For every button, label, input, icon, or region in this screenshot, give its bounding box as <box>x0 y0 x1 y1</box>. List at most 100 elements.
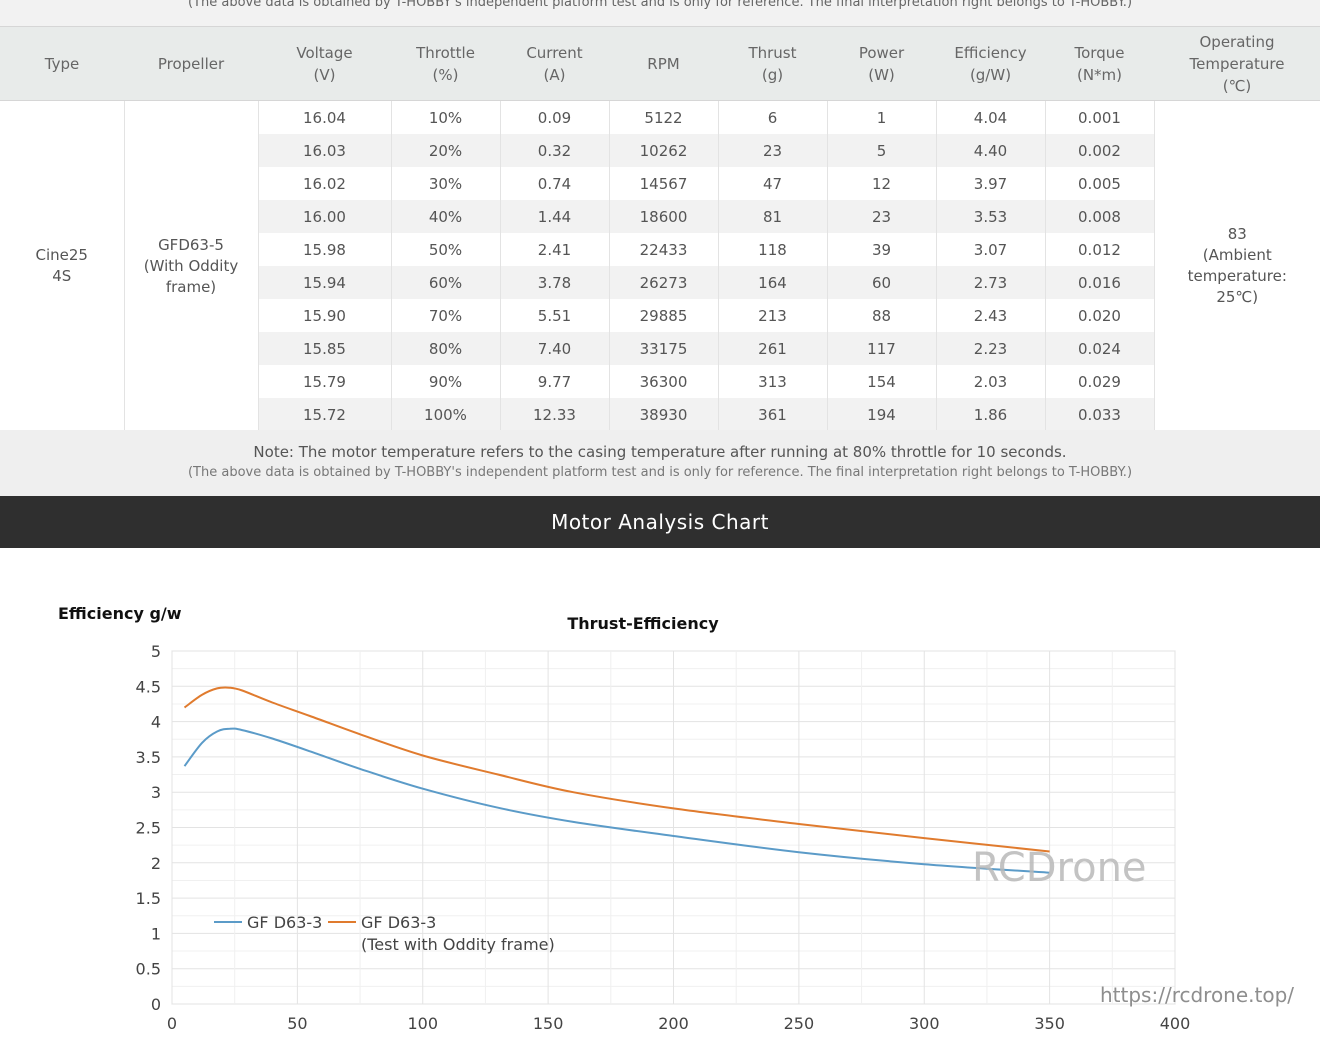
cell-rpm: 14567 <box>609 167 719 200</box>
cell-rpm: 33175 <box>609 332 719 365</box>
cell-voltage: 15.90 <box>258 299 392 332</box>
y-tick-label: 0.5 <box>136 960 161 979</box>
header-type: Type <box>0 26 124 101</box>
cell-current: 0.09 <box>500 100 610 134</box>
y-tick-label: 2 <box>151 854 161 873</box>
table-row: 15.72 100% 12.33 38930 361 194 1.86 0.033 <box>0 398 1320 432</box>
cell-efficiency: 1.86 <box>936 398 1046 432</box>
cell-power: 60 <box>827 266 937 299</box>
cell-current: 9.77 <box>500 365 610 398</box>
y-tick-label: 4 <box>151 713 161 732</box>
x-tick-label: 150 <box>533 1014 564 1033</box>
table-row: Cine25 4S GFD63-5 (With Oddity frame) 16.04 10… <box>0 100 1320 432</box>
header-current: Current (A) <box>500 26 609 101</box>
header-efficiency: Efficiency (g/W) <box>936 26 1045 101</box>
y-tick-label: 2.5 <box>136 819 161 838</box>
cell-efficiency: 2.43 <box>936 299 1046 332</box>
table-header-row: Type Propeller Voltage (V) Throttle (%) Cu… <box>0 26 1320 101</box>
header-temperature: Operating Temperature (℃) <box>1154 26 1320 101</box>
cell-rpm: 5122 <box>609 100 719 134</box>
cell-power: 88 <box>827 299 937 332</box>
cell-current: 5.51 <box>500 299 610 332</box>
section-title: Motor Analysis Chart <box>0 496 1320 548</box>
cell-current: 12.33 <box>500 398 610 432</box>
cell-voltage: 15.79 <box>258 365 392 398</box>
cell-torque: 0.001 <box>1045 100 1155 134</box>
table-row: 16.00 40% 1.44 18600 81 23 3.53 0.008 <box>0 200 1320 233</box>
table-row: 15.79 90% 9.77 36300 313 154 2.03 0.029 <box>0 365 1320 398</box>
cell-voltage: 15.72 <box>258 398 392 432</box>
cell-efficiency: 4.40 <box>936 134 1046 167</box>
cell-torque: 0.002 <box>1045 134 1155 167</box>
table-row: 15.90 70% 5.51 29885 213 88 2.43 0.020 <box>0 299 1320 332</box>
cell-current: 0.32 <box>500 134 610 167</box>
cell-rpm: 29885 <box>609 299 719 332</box>
header-throttle: Throttle (%) <box>391 26 500 101</box>
y-tick-label: 0 <box>151 995 161 1014</box>
cell-thrust: 81 <box>718 200 828 233</box>
series-line-1 <box>183 727 1050 874</box>
cell-voltage: 15.85 <box>258 332 392 365</box>
cell-power: 1 <box>827 100 937 134</box>
cell-torque: 0.008 <box>1045 200 1155 233</box>
header-torque: Torque (N*m) <box>1045 26 1154 101</box>
cell-throttle: 100% <box>391 398 501 432</box>
table-row: 16.03 20% 0.32 10262 23 5 4.40 0.002 <box>0 134 1320 167</box>
y-tick-label: 4.5 <box>136 677 161 696</box>
header-power: Power (W) <box>827 26 936 101</box>
cell-power: 5 <box>827 134 937 167</box>
cell-throttle: 20% <box>391 134 501 167</box>
cell-torque: 0.012 <box>1045 233 1155 266</box>
cell-thrust: 23 <box>718 134 828 167</box>
cell-torque: 0.024 <box>1045 332 1155 365</box>
header-voltage: Voltage (V) <box>258 26 391 101</box>
thrust-efficiency-chart: 00.511.522.533.544.550 50 100 150 200 250 300 3… <box>58 604 1294 1033</box>
table-row: 16.02 30% 0.74 14567 47 12 3.97 0.005 <box>0 167 1320 200</box>
cell-torque: 0.029 <box>1045 365 1155 398</box>
cell-power: 117 <box>827 332 937 365</box>
temperature-note: Note: The motor temperature refers to th… <box>253 443 1067 461</box>
watermark-logo: RCDrone <box>972 845 1147 891</box>
y-tick-label: 5 <box>151 642 161 661</box>
y-axis-label: Efficiency g/w <box>58 604 182 623</box>
x-tick-label: 250 <box>784 1014 815 1033</box>
motor-spec-table: Type Propeller Voltage (V) Throttle (%) Cu… <box>0 26 1320 432</box>
section-title-text: Motor Analysis Chart <box>551 510 769 534</box>
x-tick-label: 0 <box>167 1014 177 1033</box>
top-disclaimer: (The above data is obtained by T-HOBBY's… <box>0 0 1320 26</box>
cell-rpm: 18600 <box>609 200 719 233</box>
cell-rpm: 26273 <box>609 266 719 299</box>
x-tick-label: 350 <box>1034 1014 1065 1033</box>
table-body: Cine25 4S GFD63-5 (With Oddity frame) 16.04 10… <box>0 100 1320 432</box>
table-row: 15.94 60% 3.78 26273 164 60 2.73 0.016 <box>0 266 1320 299</box>
x-tick-label: 200 <box>658 1014 689 1033</box>
cell-thrust: 213 <box>718 299 828 332</box>
cell-thrust: 118 <box>718 233 828 266</box>
cell-efficiency: 3.97 <box>936 167 1046 200</box>
cell-power: 154 <box>827 365 937 398</box>
cell-current: 7.40 <box>500 332 610 365</box>
cell-rpm: 22433 <box>609 233 719 266</box>
table-row: 15.85 80% 7.40 33175 261 117 2.23 0.024 <box>0 332 1320 365</box>
series-line-2 <box>183 686 1050 853</box>
cell-current: 3.78 <box>500 266 610 299</box>
cell-throttle: 70% <box>391 299 501 332</box>
cell-voltage: 16.03 <box>258 134 392 167</box>
header-thrust: Thrust (g) <box>718 26 827 101</box>
cell-throttle: 10% <box>391 100 501 134</box>
top-disclaimer-text: (The above data is obtained by T-HOBBY's… <box>187 0 1133 10</box>
y-tick-label: 1 <box>151 924 161 943</box>
cell-thrust: 6 <box>718 100 828 134</box>
cell-efficiency: 3.53 <box>936 200 1046 233</box>
cell-temperature: 83 (Ambient temperature: 25℃) <box>1154 100 1320 432</box>
cell-voltage: 16.00 <box>258 200 392 233</box>
cell-current: 1.44 <box>500 200 610 233</box>
cell-rpm: 10262 <box>609 134 719 167</box>
chart-title: Thrust-Efficiency <box>567 614 719 633</box>
note-band: Note: The motor temperature refers to th… <box>0 430 1320 496</box>
legend-label-1: GF D63-3 <box>247 913 322 932</box>
cell-thrust: 164 <box>718 266 828 299</box>
watermark-url: https://rcdrone.top/ <box>1100 983 1294 1007</box>
cell-torque: 0.033 <box>1045 398 1155 432</box>
cell-throttle: 60% <box>391 266 501 299</box>
